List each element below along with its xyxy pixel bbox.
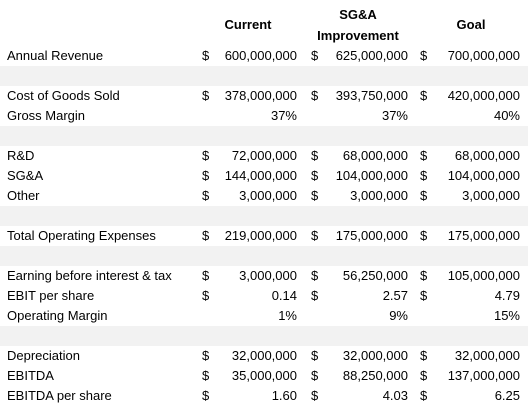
currency-symbol: $ bbox=[420, 348, 428, 363]
row-label: Depreciation bbox=[7, 348, 80, 363]
cell-value: 3,000,000 bbox=[350, 188, 408, 203]
blank-row bbox=[0, 246, 528, 266]
row-label: Annual Revenue bbox=[7, 48, 104, 63]
currency-symbol: $ bbox=[311, 48, 319, 63]
blank-row bbox=[0, 126, 528, 146]
cell-value: 393,750,000 bbox=[335, 88, 408, 103]
cell-value: 32,000,000 bbox=[231, 348, 297, 363]
cell-value: 15% bbox=[493, 308, 520, 323]
row-label: SG&A bbox=[7, 168, 44, 183]
currency-symbol: $ bbox=[311, 348, 319, 363]
currency-symbol: $ bbox=[420, 48, 428, 63]
currency-symbol: $ bbox=[311, 188, 319, 203]
cell-value: 35,000,000 bbox=[231, 368, 297, 383]
cell-value: 378,000,000 bbox=[224, 88, 297, 103]
cell-value: 104,000,000 bbox=[335, 168, 408, 183]
row-label: Earning before interest & tax bbox=[7, 268, 172, 283]
row-label: EBIT per share bbox=[7, 288, 95, 303]
column-header: SG&A Improvement bbox=[317, 7, 399, 43]
cell-value: 4.79 bbox=[494, 288, 520, 303]
currency-symbol: $ bbox=[420, 148, 428, 163]
cell-value: 0.14 bbox=[271, 288, 297, 303]
currency-symbol: $ bbox=[202, 188, 210, 203]
currency-symbol: $ bbox=[420, 168, 428, 183]
currency-symbol: $ bbox=[311, 168, 319, 183]
cell-value: 144,000,000 bbox=[224, 168, 297, 183]
currency-symbol: $ bbox=[420, 188, 428, 203]
blank-row bbox=[0, 206, 528, 226]
blank-row bbox=[0, 66, 528, 86]
cell-value: 37% bbox=[381, 108, 408, 123]
cell-value: 3,000,000 bbox=[462, 188, 520, 203]
currency-symbol: $ bbox=[202, 48, 210, 63]
cell-value: 4.03 bbox=[382, 388, 408, 403]
cell-value: 68,000,000 bbox=[342, 148, 408, 163]
cell-value: 6.25 bbox=[494, 388, 520, 403]
cell-value: 56,250,000 bbox=[342, 268, 408, 283]
cell-value: 105,000,000 bbox=[447, 268, 520, 283]
cell-value: 3,000,000 bbox=[239, 188, 297, 203]
row-label: EBITDA bbox=[7, 368, 54, 383]
currency-symbol: $ bbox=[202, 268, 210, 283]
currency-symbol: $ bbox=[420, 228, 428, 243]
cell-value: 2.57 bbox=[382, 288, 408, 303]
column-header: Goal bbox=[456, 17, 486, 32]
currency-symbol: $ bbox=[202, 368, 210, 383]
cell-value: 137,000,000 bbox=[447, 368, 520, 383]
row-label: R&D bbox=[7, 148, 35, 163]
row-label: Gross Margin bbox=[7, 108, 86, 123]
cell-value: 175,000,000 bbox=[447, 228, 520, 243]
cell-value: 88,250,000 bbox=[342, 368, 408, 383]
cell-value: 32,000,000 bbox=[454, 348, 520, 363]
cell-value: 420,000,000 bbox=[447, 88, 520, 103]
currency-symbol: $ bbox=[202, 228, 210, 243]
row-label: Cost of Goods Sold bbox=[7, 88, 120, 103]
cell-value: 68,000,000 bbox=[454, 148, 520, 163]
cell-value: 104,000,000 bbox=[447, 168, 520, 183]
currency-symbol: $ bbox=[311, 268, 319, 283]
currency-symbol: $ bbox=[420, 388, 428, 403]
cell-value: 1.60 bbox=[271, 388, 297, 403]
column-header: Current bbox=[224, 17, 272, 32]
currency-symbol: $ bbox=[311, 228, 319, 243]
cell-value: 219,000,000 bbox=[224, 228, 297, 243]
currency-symbol: $ bbox=[311, 368, 319, 383]
row-label: Operating Margin bbox=[7, 308, 108, 323]
cell-value: 32,000,000 bbox=[342, 348, 408, 363]
currency-symbol: $ bbox=[311, 388, 319, 403]
cell-value: 40% bbox=[493, 108, 520, 123]
currency-symbol: $ bbox=[420, 268, 428, 283]
currency-symbol: $ bbox=[202, 88, 210, 103]
cell-value: 1% bbox=[278, 308, 297, 323]
currency-symbol: $ bbox=[311, 288, 319, 303]
row-label: Other bbox=[7, 188, 40, 203]
currency-symbol: $ bbox=[420, 288, 428, 303]
currency-symbol: $ bbox=[202, 168, 210, 183]
blank-row bbox=[0, 326, 528, 346]
row-label: EBITDA per share bbox=[7, 388, 112, 403]
currency-symbol: $ bbox=[202, 388, 210, 403]
cell-value: 3,000,000 bbox=[239, 268, 297, 283]
row-label: Total Operating Expenses bbox=[7, 228, 156, 243]
currency-symbol: $ bbox=[420, 368, 428, 383]
cell-value: 625,000,000 bbox=[335, 48, 408, 63]
cell-value: 37% bbox=[270, 108, 297, 123]
cell-value: 9% bbox=[389, 308, 408, 323]
currency-symbol: $ bbox=[202, 288, 210, 303]
currency-symbol: $ bbox=[202, 148, 210, 163]
currency-symbol: $ bbox=[202, 348, 210, 363]
cell-value: 72,000,000 bbox=[231, 148, 297, 163]
currency-symbol: $ bbox=[420, 88, 428, 103]
currency-symbol: $ bbox=[311, 88, 319, 103]
cell-value: 175,000,000 bbox=[335, 228, 408, 243]
currency-symbol: $ bbox=[311, 148, 319, 163]
cell-value: 700,000,000 bbox=[447, 48, 520, 63]
cell-value: 600,000,000 bbox=[224, 48, 297, 63]
